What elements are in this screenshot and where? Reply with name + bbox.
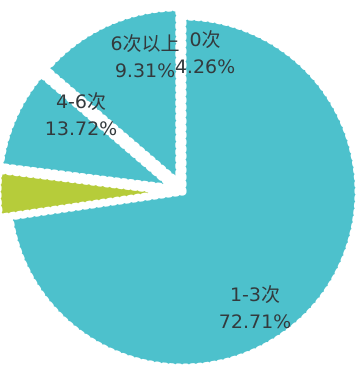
pie-slice-value-0: 72.71% xyxy=(219,311,291,333)
pie-slice-label-3: 4-6次 13.72% xyxy=(45,91,117,140)
pie-slice-category-2: 6次以上 xyxy=(110,33,179,55)
pie-slice-category-1: 0次 xyxy=(189,29,220,51)
pie-slice-category-0: 1-3次 xyxy=(230,284,280,306)
pie-slice-3 xyxy=(42,4,183,187)
pie-labels: 1-3次 72.71% 0次 4.26%6次以上 9.31% 4-6次 13.72% xyxy=(45,29,291,333)
pie-slice-label-1: 0次 4.26% xyxy=(175,29,235,78)
pie-slice-label-2: 6次以上 9.31% xyxy=(110,33,179,82)
pie-slice-1 xyxy=(0,167,177,221)
pie-slice-value-2: 9.31% xyxy=(115,60,175,82)
pie-slice-value-1: 4.26% xyxy=(175,56,235,78)
pie-slice-0 xyxy=(6,13,359,371)
pie-slice-category-3: 4-6次 xyxy=(56,91,106,113)
pie-slice-value-3: 13.72% xyxy=(45,118,117,140)
pie-slice-label-0: 1-3次 72.71% xyxy=(219,284,291,333)
pie-slice-2 xyxy=(0,70,178,192)
pie-slices xyxy=(0,4,359,371)
